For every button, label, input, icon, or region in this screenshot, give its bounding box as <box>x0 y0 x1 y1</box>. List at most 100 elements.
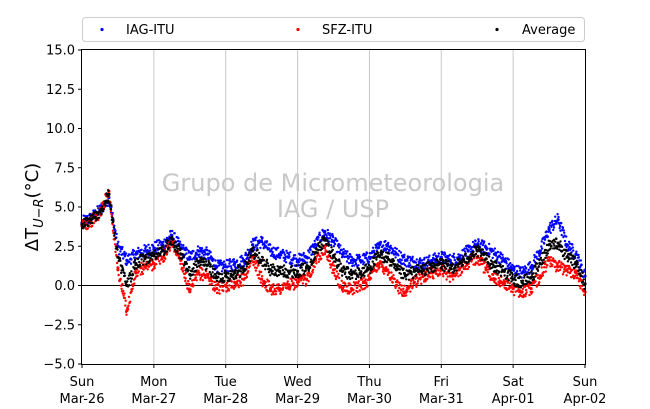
data-point-dense <box>369 265 372 268</box>
data-point-dense <box>508 273 512 276</box>
data-point-dense <box>565 245 568 249</box>
data-point-dense <box>477 238 480 241</box>
data-point-dense <box>128 260 131 264</box>
data-point-dense <box>425 262 428 265</box>
data-point-dense <box>309 248 312 252</box>
data-point-dense <box>113 234 116 237</box>
data-point-dense <box>532 259 536 262</box>
data-point-dense <box>411 278 415 282</box>
data-point-dense <box>342 248 345 251</box>
data-point-dense <box>203 257 207 260</box>
data-point-dense <box>387 268 390 271</box>
data-point-dense <box>329 243 333 247</box>
data-point-dense <box>239 274 242 278</box>
data-point-dense <box>218 289 221 292</box>
data-point-dense <box>509 262 512 265</box>
data-point-dense <box>488 275 492 278</box>
data-point-dense <box>434 269 437 272</box>
data-point-dense <box>122 268 125 272</box>
data-point-dense <box>257 264 260 267</box>
data-point-dense <box>562 254 565 257</box>
data-point-dense <box>109 209 113 213</box>
data-point-dense <box>209 265 212 268</box>
data-point-dense <box>185 252 188 255</box>
data-point <box>251 243 255 247</box>
data-point-dense <box>410 273 414 276</box>
data-point <box>430 258 434 262</box>
data-point-dense <box>506 281 509 284</box>
data-point-dense <box>286 280 289 283</box>
x-tick-label-date: Mar-30 <box>347 392 392 407</box>
data-point-dense <box>133 277 137 280</box>
data-point-dense <box>131 287 134 290</box>
data-point-dense <box>345 252 348 255</box>
data-point-dense <box>388 271 391 274</box>
data-point-dense <box>264 285 268 288</box>
data-point-dense <box>521 287 525 291</box>
data-point-dense <box>437 252 440 255</box>
data-point-dense <box>483 260 487 264</box>
data-point-dense <box>461 263 465 267</box>
data-point <box>233 271 237 275</box>
data-point-dense <box>552 242 555 245</box>
data-point-dense <box>182 266 185 269</box>
data-point-dense <box>579 259 583 262</box>
data-point <box>358 283 362 288</box>
data-point-dense <box>544 260 547 263</box>
data-point-dense <box>132 253 135 256</box>
data-point-dense <box>187 279 190 283</box>
data-point-dense <box>91 221 94 225</box>
data-point-dense <box>365 263 368 266</box>
data-point-dense <box>173 244 176 248</box>
data-point-dense <box>556 247 559 250</box>
data-point-dense <box>264 264 268 268</box>
legend-frame <box>82 17 585 42</box>
data-point-dense <box>528 293 531 297</box>
data-point-dense <box>560 222 563 225</box>
data-point <box>188 290 192 294</box>
data-point-dense <box>475 246 478 249</box>
data-point-dense <box>536 262 539 265</box>
data-point-dense <box>178 256 181 260</box>
data-point-dense <box>362 276 365 279</box>
data-point-dense <box>139 273 142 276</box>
data-point-dense <box>540 245 543 248</box>
data-point-dense <box>222 263 225 266</box>
data-point-dense <box>194 276 198 279</box>
data-point-dense <box>358 289 362 292</box>
data-point-dense <box>491 266 494 269</box>
data-point-dense <box>322 244 325 248</box>
data-point-dense <box>293 254 297 257</box>
data-point-dense <box>485 254 489 257</box>
data-point-dense <box>546 235 549 238</box>
data-point-dense <box>420 259 424 262</box>
data-point-dense <box>260 270 263 274</box>
data-point-dense <box>561 249 564 252</box>
data-point-dense <box>157 244 160 247</box>
data-point-dense <box>192 284 195 287</box>
data-point-dense <box>398 249 401 253</box>
data-point-dense <box>453 258 456 262</box>
data-point-dense <box>360 286 363 289</box>
y-tick-label: 12.5 <box>46 83 75 98</box>
data-point <box>188 255 192 259</box>
data-point-dense <box>341 290 345 293</box>
data-point-dense <box>392 259 396 262</box>
vertical-grid <box>153 50 514 364</box>
data-point-dense <box>123 297 127 300</box>
data-point-dense <box>140 258 143 261</box>
data-point-dense <box>402 255 406 259</box>
data-point-dense <box>102 210 105 213</box>
data-point-dense <box>304 269 307 272</box>
data-point-dense <box>328 259 331 263</box>
data-point-dense <box>116 242 119 245</box>
data-point-dense <box>273 287 276 291</box>
y-axis-label-main: ΔT <box>22 227 43 251</box>
data-point-dense <box>235 259 239 262</box>
data-point-dense <box>480 241 483 244</box>
data-point-dense <box>498 270 501 273</box>
data-point-dense <box>268 283 271 287</box>
data-point-dense <box>509 269 512 272</box>
data-point-dense <box>289 286 292 289</box>
